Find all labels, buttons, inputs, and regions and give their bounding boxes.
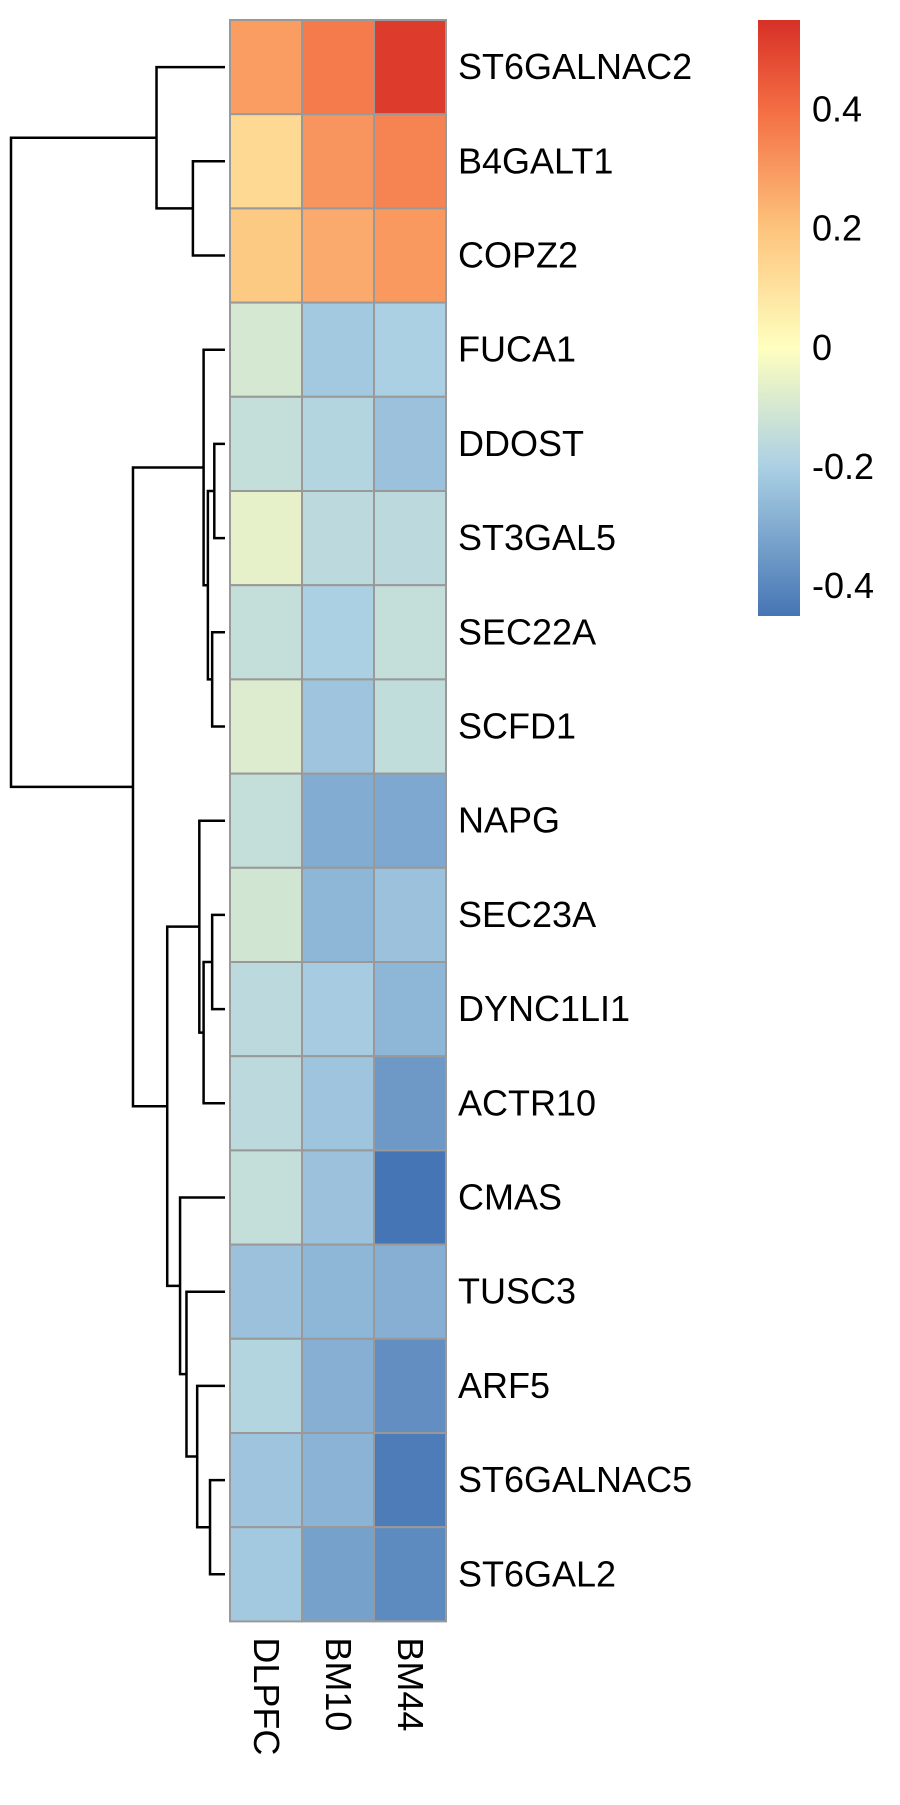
row-label: ST6GAL2 [458, 1553, 616, 1594]
heatmap-cell [301, 207, 375, 304]
heatmap-cell [229, 1526, 303, 1623]
heatmap-cell [229, 584, 303, 681]
row-label: FUCA1 [458, 329, 576, 370]
heatmap-cell [301, 961, 375, 1058]
heatmap-cell [229, 490, 303, 587]
heatmap-cell [301, 1149, 375, 1246]
heatmap-cell [373, 1055, 447, 1152]
heatmap-cell [229, 395, 303, 492]
legend-tick-label: -0.4 [812, 565, 874, 606]
heatmap-cell [229, 678, 303, 775]
row-label: SEC22A [458, 611, 596, 652]
heatmap-cell [229, 1432, 303, 1529]
row-label: CMAS [458, 1177, 562, 1218]
heatmap-cell [229, 1055, 303, 1152]
heatmap-cell [229, 772, 303, 869]
heatmap-cell [373, 772, 447, 869]
heatmap-cell [301, 1526, 375, 1623]
row-label: COPZ2 [458, 235, 578, 276]
legend-tick-label: 0.4 [812, 88, 862, 129]
dendrogram-branch [213, 442, 225, 540]
column-label: DLPFC [246, 1637, 287, 1755]
row-label: NAPG [458, 800, 560, 841]
row-label: SCFD1 [458, 706, 576, 747]
row-label: B4GALT1 [458, 140, 613, 181]
heatmap-cell [373, 19, 447, 116]
heatmap-cell [301, 772, 375, 869]
heatmap-cells [229, 19, 447, 1623]
heatmap-cell [301, 1243, 375, 1340]
heatmap-cell [373, 1243, 447, 1340]
heatmap-cell [373, 490, 447, 587]
heatmap-cell [301, 1337, 375, 1435]
row-label: ARF5 [458, 1365, 550, 1406]
row-label: SEC23A [458, 894, 596, 935]
row-label: ST6GALNAC5 [458, 1459, 692, 1500]
heatmap-cell [301, 866, 375, 963]
heatmap-cell [229, 1149, 303, 1246]
legend-tick-label: -0.2 [812, 446, 874, 487]
row-label: DDOST [458, 423, 584, 464]
heatmap-cell [229, 866, 303, 963]
heatmap-cell [229, 207, 303, 304]
heatmap-cell [229, 19, 303, 116]
row-label: DYNC1LI1 [458, 988, 630, 1029]
heatmap-cell [373, 113, 447, 210]
legend-colorbar [758, 20, 800, 616]
dendrogram-branch [202, 960, 225, 1105]
heatmap-cell [301, 490, 375, 587]
heatmap-cell [301, 1432, 375, 1529]
heatmap-cell [373, 207, 447, 304]
heatmap-cell [301, 113, 375, 210]
heatmap-cell [229, 1337, 303, 1435]
row-label: TUSC3 [458, 1271, 576, 1312]
heatmap-cell [373, 1526, 447, 1623]
heatmap-cell [301, 19, 375, 116]
dendrogram-branch [210, 913, 225, 1011]
heatmap-cell [373, 866, 447, 963]
column-labels: DLPFC BM10 BM44 [246, 1637, 431, 1755]
heatmap-cell [229, 961, 303, 1058]
heatmap-cell [301, 584, 375, 681]
column-label: BM44 [390, 1637, 431, 1731]
row-label: ST6GALNAC2 [458, 46, 692, 87]
dendrogram-branch [155, 65, 225, 210]
dendrogram-branch [208, 1478, 225, 1576]
heatmap-cell [373, 961, 447, 1058]
row-labels: ST6GALNAC2 B4GALT1 COPZ2 FUCA1 DDOST ST3GAL5 S… [458, 46, 692, 1594]
heatmap-cell [229, 1243, 303, 1340]
dendrogram-branch [191, 160, 225, 257]
dendrogram-branch [185, 1290, 225, 1458]
heatmap-cell [373, 584, 447, 681]
color-legend: 0.4 0.2 0 -0.2 -0.4 [758, 20, 874, 616]
dendrogram-branch [165, 925, 200, 1288]
heatmap-cell [301, 395, 375, 492]
heatmap-cell [373, 395, 447, 492]
heatmap-cell [373, 1149, 447, 1246]
column-label: BM10 [318, 1637, 359, 1731]
legend-tick-label: 0 [812, 327, 832, 368]
heatmap-cell [373, 1337, 447, 1435]
legend-tick-label: 0.2 [812, 208, 862, 249]
heatmap-cell [373, 678, 447, 775]
heatmap-cell [229, 301, 303, 398]
dendrogram-branch [9, 136, 157, 789]
row-label: ST3GAL5 [458, 517, 616, 558]
heatmap-cell [301, 301, 375, 398]
heatmap-cell [301, 1055, 375, 1152]
row-dendrogram [9, 65, 225, 1576]
dendrogram-branch [210, 631, 225, 728]
heatmap-cell [229, 113, 303, 210]
heatmap-cell [373, 301, 447, 398]
heatmap-cell [373, 1432, 447, 1529]
heatmap-cell [301, 678, 375, 775]
row-label: ACTR10 [458, 1082, 596, 1123]
